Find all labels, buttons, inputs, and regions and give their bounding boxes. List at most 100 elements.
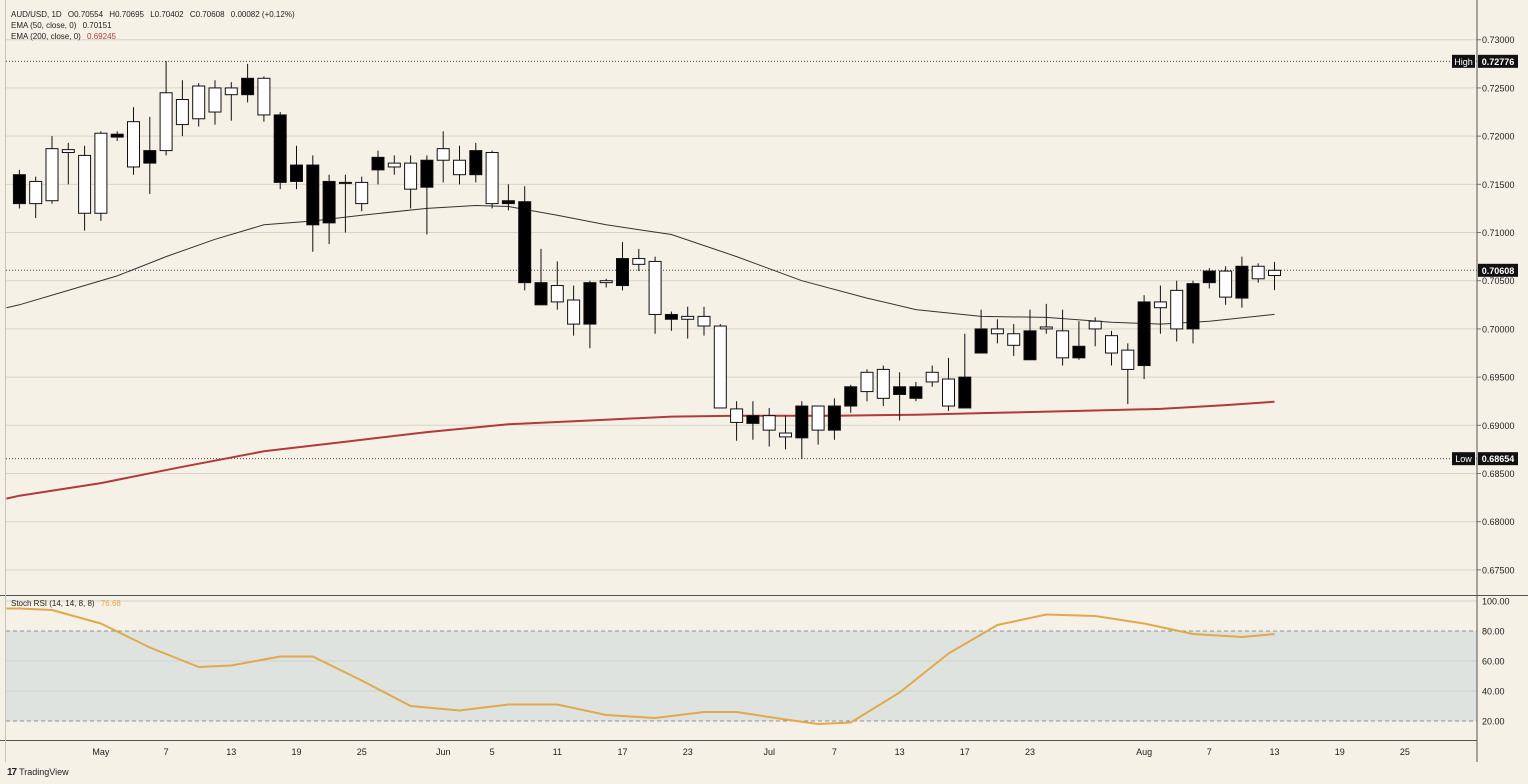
candle xyxy=(958,333,972,409)
candle-body xyxy=(1153,301,1167,309)
candle-body xyxy=(1039,326,1053,330)
candle-body xyxy=(616,258,629,287)
ema200-line xyxy=(6,400,1275,500)
candle xyxy=(1170,280,1184,342)
candle xyxy=(371,150,385,185)
price-tick-label: 0.69500 xyxy=(1482,373,1515,383)
candle-body xyxy=(795,405,809,439)
candle-body xyxy=(322,180,336,224)
legend-ema200-label: EMA (200, close, 0) xyxy=(11,32,81,41)
candle xyxy=(208,80,222,125)
candle-body xyxy=(746,415,760,424)
candle-body xyxy=(827,405,841,431)
candle xyxy=(1072,321,1086,360)
candle xyxy=(664,311,678,331)
candle xyxy=(12,169,26,209)
candle-body xyxy=(306,164,320,226)
candle xyxy=(713,324,727,409)
candle-body xyxy=(469,150,483,176)
time-tick-label: 23 xyxy=(1025,747,1035,757)
candle-body xyxy=(436,148,450,161)
candle xyxy=(257,76,271,122)
candle xyxy=(648,256,662,334)
candle xyxy=(681,306,695,339)
candle-body xyxy=(779,432,792,438)
candle xyxy=(632,248,646,272)
candle-body xyxy=(1056,330,1070,359)
stoch-tick-label: 60.00 xyxy=(1482,657,1505,667)
stoch-tick-label: 100.00 xyxy=(1482,597,1510,607)
price-tick-label: 0.72000 xyxy=(1482,132,1515,142)
last-price-label: 0.70608 xyxy=(1482,266,1515,276)
candle xyxy=(762,407,776,447)
low-price-label: 0.68654 xyxy=(1482,454,1515,464)
candle xyxy=(469,142,483,183)
candle xyxy=(827,398,841,440)
candle-body xyxy=(909,386,923,399)
candle xyxy=(1251,263,1265,283)
candle xyxy=(1121,343,1135,405)
candle xyxy=(1105,330,1118,366)
candle xyxy=(811,405,825,445)
candle-body xyxy=(713,325,727,409)
candle xyxy=(1153,285,1167,334)
candle-body xyxy=(192,85,206,120)
candle xyxy=(110,131,124,141)
candle-body xyxy=(844,386,858,407)
candle xyxy=(355,176,369,212)
legend-stoch-label: Stoch RSI (14, 14, 8, 8) xyxy=(11,599,95,608)
candle xyxy=(1235,256,1249,308)
candle-body xyxy=(257,77,271,116)
candle-body xyxy=(518,201,532,284)
candle xyxy=(78,145,92,231)
candle xyxy=(583,280,597,349)
candle-body xyxy=(241,77,255,96)
legend-ema200-value: 0.69245 xyxy=(87,32,116,41)
candle xyxy=(876,365,890,407)
high-price-tag xyxy=(1478,54,1518,68)
candle xyxy=(1039,303,1053,334)
candle xyxy=(844,384,858,413)
time-tick-label: 7 xyxy=(164,747,169,757)
price-tick-label: 0.68000 xyxy=(1482,517,1515,527)
candle-body xyxy=(501,200,515,205)
candle xyxy=(616,242,629,291)
time-tick-label: 25 xyxy=(1400,747,1410,757)
time-tick-label: 19 xyxy=(1335,747,1345,757)
candle xyxy=(485,150,499,209)
last-price-tag xyxy=(1478,263,1518,277)
candle-body xyxy=(811,405,825,431)
candle-body xyxy=(534,282,548,306)
legend-low: L0.70402 xyxy=(150,10,184,19)
candle xyxy=(387,155,401,175)
candle xyxy=(404,155,418,209)
candle-body xyxy=(45,148,59,202)
tradingview-logo[interactable]: 17 TradingView xyxy=(7,767,69,778)
candle-body xyxy=(61,149,75,154)
candle-body xyxy=(453,159,466,176)
candle-body xyxy=(371,156,385,171)
candle-body xyxy=(567,299,581,325)
candle-body xyxy=(94,132,108,214)
candle-body xyxy=(29,180,43,205)
time-tick-label: 17 xyxy=(617,747,627,757)
time-tick-label: May xyxy=(92,747,110,757)
legend-high: H0.70695 xyxy=(109,10,144,19)
candle-body xyxy=(730,408,744,423)
candle xyxy=(518,186,532,291)
candle-body xyxy=(1251,265,1265,280)
candle xyxy=(534,248,548,306)
candle-body xyxy=(550,285,564,303)
time-tick-label: Jun xyxy=(436,747,451,757)
candle-body xyxy=(860,371,874,393)
price-tick-label: 0.68500 xyxy=(1482,469,1515,479)
candle-body xyxy=(485,152,499,205)
candle xyxy=(567,285,581,336)
candle-body xyxy=(1072,345,1086,359)
candle xyxy=(338,174,352,233)
candle xyxy=(1088,317,1102,347)
stoch-band xyxy=(6,631,1477,721)
candle-body xyxy=(110,133,124,138)
stoch-tick-label: 20.00 xyxy=(1482,717,1505,727)
